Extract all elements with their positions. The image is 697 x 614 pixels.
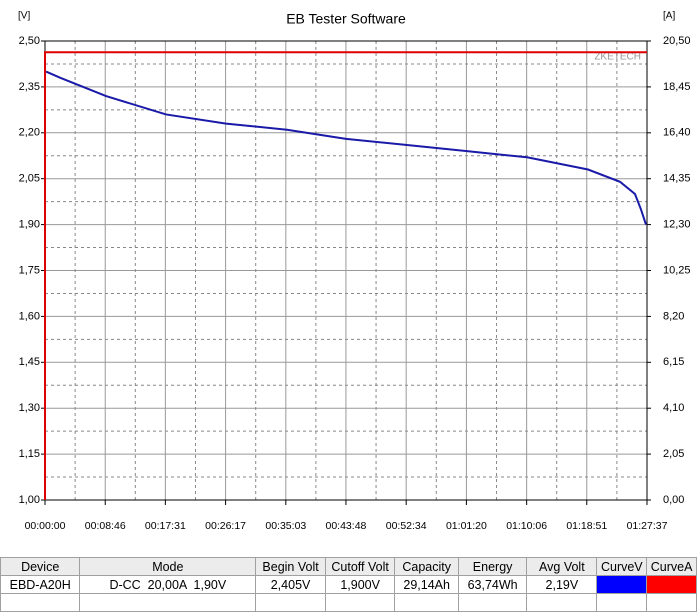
y2-tick-label: 8,20	[663, 310, 684, 322]
column-header: Energy	[457, 557, 528, 576]
x-tick-label: 00:00:00	[25, 520, 66, 532]
table-cell: 1,900V	[324, 575, 396, 594]
y-tick-label: 2,50	[19, 35, 40, 47]
y2-tick-label: 14,35	[663, 173, 691, 185]
y-tick-label: 2,35	[19, 81, 40, 93]
y-tick-label: 2,20	[19, 127, 40, 139]
chart: EB Tester Software [V] [A] ZKETECH 2,50 2…	[18, 11, 691, 532]
x-tick-label: 00:26:17	[205, 520, 246, 532]
table-cell: 63,74Wh	[457, 575, 528, 594]
x-tick-label: 01:10:06	[506, 520, 547, 532]
y-tick-label: 1,60	[19, 310, 40, 322]
watermark: ZKETECH	[594, 52, 641, 63]
table-cell: 2,405V	[255, 575, 326, 594]
x-tick-label: 00:08:46	[85, 520, 126, 532]
table-cell	[646, 593, 697, 612]
y2-tick-label: 6,15	[663, 356, 684, 368]
x-tick-label: 00:52:34	[386, 520, 427, 532]
header-row: Device Mode Begin Volt Cutoff Volt Capacity E…	[0, 557, 697, 576]
color-swatch	[596, 575, 648, 594]
y2-tick-label: 10,25	[663, 264, 691, 276]
x-tick-label: 01:18:51	[566, 520, 607, 532]
table-cell	[394, 593, 459, 612]
y-tick-label: 1,75	[19, 264, 40, 276]
x-tick-label: 01:01:20	[446, 520, 487, 532]
y2-axis-label: [A]	[663, 11, 675, 22]
y2-tick-label: 12,30	[663, 219, 691, 231]
grid	[44, 40, 648, 501]
series-line	[44, 51, 647, 500]
data-row: EBD-A20H D-CC 20,00A 1,90V 2,405V 1,900V 29,…	[0, 575, 697, 594]
column-header: Avg Volt	[526, 557, 598, 576]
x-tick-label: 00:43:48	[326, 520, 367, 532]
y-tick-label: 1,30	[19, 402, 40, 414]
color-swatch	[646, 575, 697, 594]
y2-tick-label: 2,05	[663, 448, 684, 460]
table-cell: 2,19V	[526, 575, 598, 594]
table-cell	[596, 593, 648, 612]
y-tick-label: 1,45	[19, 356, 40, 368]
y-axis-label: [V]	[18, 11, 30, 22]
chart-title: EB Tester Software	[286, 11, 406, 27]
y2-tick-label: 4,10	[663, 402, 684, 414]
table-cell	[79, 593, 257, 612]
table-cell	[526, 593, 598, 612]
y-tick-label: 1,15	[19, 448, 40, 460]
table-cell: 29,14Ah	[394, 575, 459, 594]
y2-tick-label: 16,40	[663, 127, 691, 139]
x-tick-label: 00:17:31	[145, 520, 186, 532]
table-cell	[0, 593, 81, 612]
summary-table: Device Mode Begin Volt Cutoff Volt Capacity E…	[0, 557, 697, 612]
y2-tick-label: 0,00	[663, 494, 684, 506]
column-header: CurveV	[596, 557, 648, 576]
y-tick-label: 1,90	[19, 219, 40, 231]
y2-tick-label: 18,45	[663, 81, 691, 93]
column-header: CurveA	[646, 557, 697, 576]
x-tick-label: 00:35:03	[265, 520, 306, 532]
y2-tick-label: 20,50	[663, 35, 691, 47]
x-tick-label: 01:27:37	[627, 520, 668, 532]
column-header: Begin Volt	[255, 557, 326, 576]
empty-row	[0, 593, 697, 612]
column-header: Mode	[79, 557, 257, 576]
series-line	[45, 70, 647, 225]
table-cell	[255, 593, 326, 612]
table-cell	[324, 593, 396, 612]
table-cell: D-CC 20,00A 1,90V	[79, 575, 257, 594]
column-header: Cutoff Volt	[324, 557, 396, 576]
table-cell	[457, 593, 528, 612]
column-header: Device	[0, 557, 81, 576]
table-cell: EBD-A20H	[0, 575, 81, 594]
y-tick-label: 1,00	[19, 494, 40, 506]
y-tick-label: 2,05	[19, 173, 40, 185]
column-header: Capacity	[394, 557, 459, 576]
